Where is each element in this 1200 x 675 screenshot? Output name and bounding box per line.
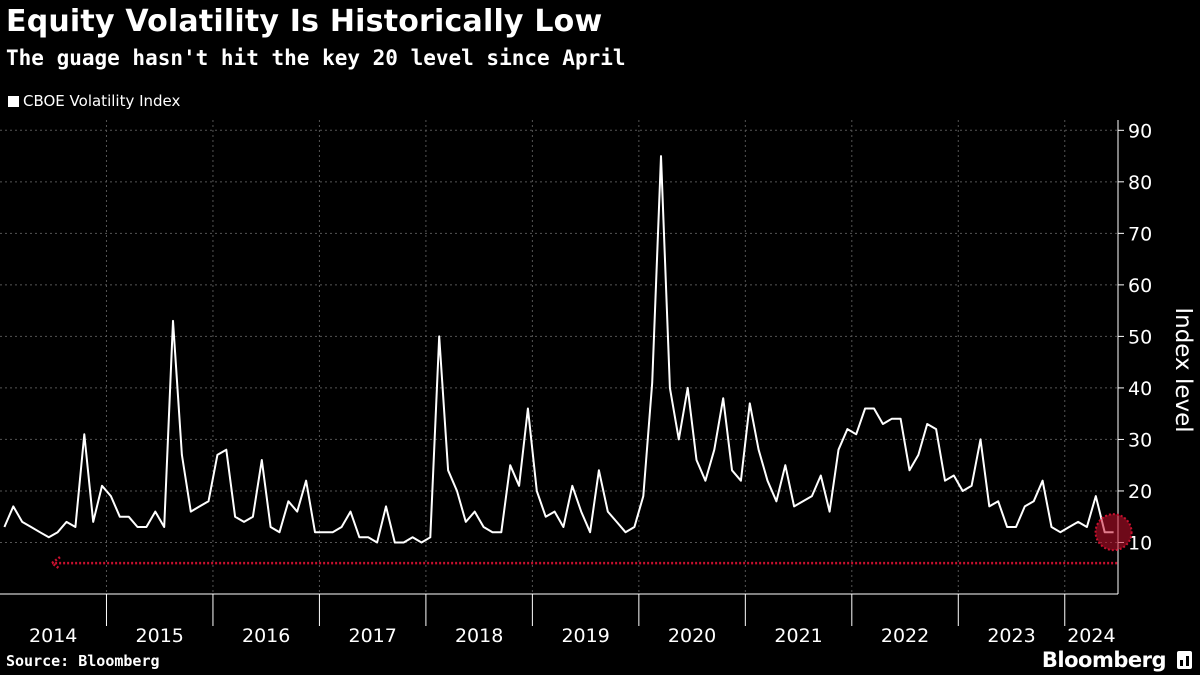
series-lines	[3, 155, 1114, 544]
y-tick-label: 60	[1128, 275, 1152, 297]
x-tick-label: 2017	[348, 625, 396, 647]
x-tick-label: 2022	[881, 625, 929, 647]
series-line-vix	[3, 155, 1114, 544]
annotations	[49, 513, 1133, 571]
x-ticks: 2014 2015 2016 2017 2018 2019 2020 2021 2022 2023…	[29, 594, 1116, 647]
chart-title: Equity Volatility Is Historically Low	[6, 4, 603, 39]
current-level-highlight-circle	[1094, 513, 1133, 552]
y-tick-label: 20	[1128, 481, 1152, 503]
x-tick-label: 2020	[668, 625, 716, 647]
y-tick-label: 80	[1128, 172, 1152, 194]
x-tick-label: 2023	[987, 625, 1035, 647]
arrow-head-left-icon	[49, 556, 61, 571]
chart-subtitle: The guage hasn't hit the key 20 level si…	[6, 46, 626, 70]
x-tick-label: 2014	[29, 625, 77, 647]
x-tick-label: 2016	[242, 625, 290, 647]
x-tick-label: 2021	[774, 625, 822, 647]
y-tick-label: 10	[1128, 532, 1152, 554]
legend-label: CBOE Volatility Index	[23, 92, 181, 110]
y-tick-label: 50	[1128, 326, 1152, 348]
legend: CBOE Volatility Index	[8, 92, 180, 110]
grid	[0, 120, 1119, 595]
y-tick-label: 70	[1128, 223, 1152, 245]
y-tick-label: 90	[1128, 120, 1152, 142]
x-tick-label: 2015	[136, 625, 184, 647]
brand-logo: Bloomberg	[1041, 648, 1167, 672]
y-tick-label: 30	[1128, 429, 1152, 451]
x-tick-label: 2024	[1067, 625, 1115, 647]
y-axis-label: Index level	[1170, 307, 1196, 432]
x-tick-label: 2019	[561, 625, 609, 647]
source-note: Source: Bloomberg	[6, 652, 160, 670]
y-ticks: 10 20 30 40 50 60 70 80 90	[1118, 120, 1152, 554]
legend-swatch	[8, 95, 19, 107]
x-tick-label: 2018	[455, 625, 503, 647]
bloomberg-badge-icon	[1177, 651, 1192, 669]
y-tick-label: 40	[1128, 378, 1152, 400]
